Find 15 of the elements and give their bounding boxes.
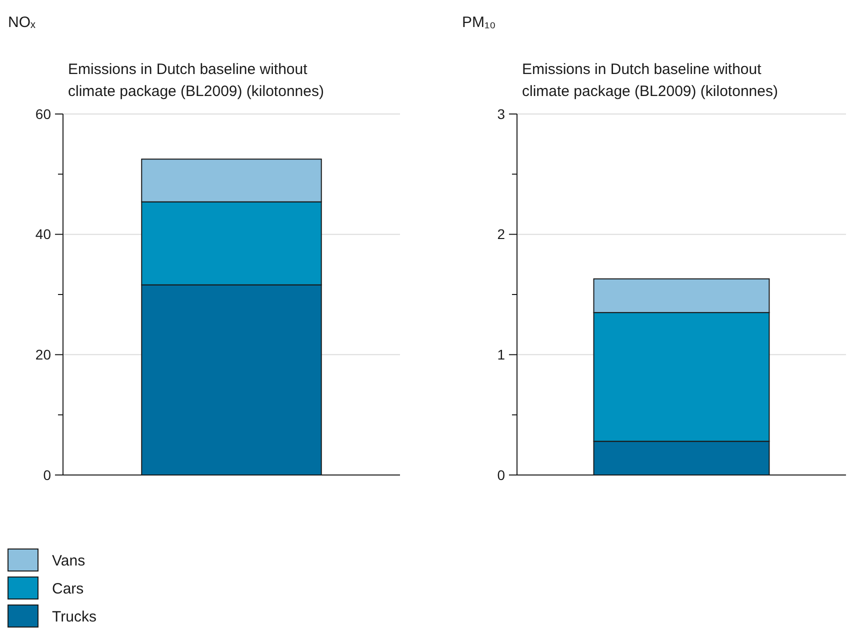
y-tick-label: 60 bbox=[35, 106, 52, 122]
chart-title: NOₓ bbox=[8, 14, 36, 31]
y-tick-label: 3 bbox=[497, 106, 506, 122]
y-tick-label: 0 bbox=[497, 466, 506, 483]
y-tick-label: 40 bbox=[35, 226, 52, 242]
y-tick-label: 1 bbox=[497, 346, 506, 363]
legend-label: Vans bbox=[52, 552, 86, 570]
y-tick-label: 2 bbox=[497, 226, 506, 242]
chart-subtitle: Emissions in Dutch baseline without climate package (BL2009) (kilotonnes) bbox=[522, 61, 778, 100]
y-tick-label: 20 bbox=[35, 346, 52, 363]
chart-title: PM₁₀ bbox=[462, 14, 496, 31]
legend-label: Cars bbox=[52, 580, 84, 598]
legend-label: Trucks bbox=[52, 608, 96, 626]
chart-subtitle: Emissions in Dutch baseline without climate package (BL2009) (kilotonnes) bbox=[68, 61, 324, 100]
y-tick-label: 0 bbox=[43, 466, 52, 483]
